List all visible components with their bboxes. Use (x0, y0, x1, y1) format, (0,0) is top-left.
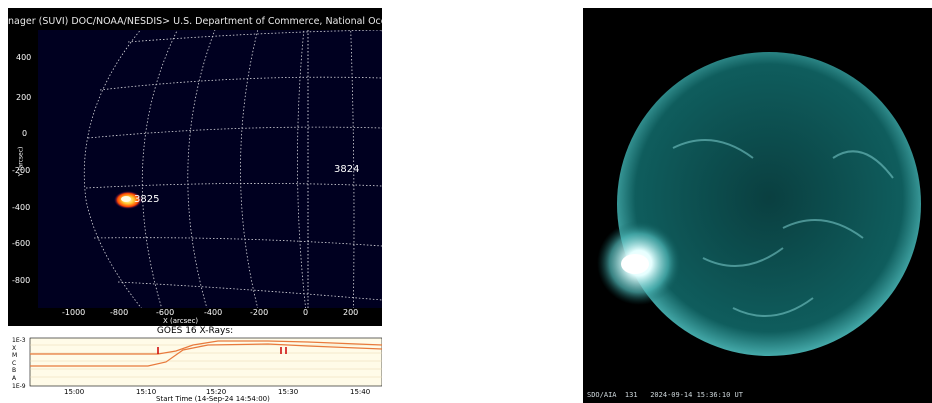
y-tick-label: -200 (12, 166, 31, 175)
goes-y-labels: 1E-3 X M C B A 1E-9 (12, 337, 26, 390)
x-tick-label: 0 (303, 308, 309, 317)
sdo-aia-image: SDO/AIA 131 2024-09-14 15:36:10 UT (583, 8, 932, 403)
x-tick-label: -400 (204, 308, 223, 317)
x-tick-label: -800 (110, 308, 129, 317)
y-tick-label: 200 (16, 93, 32, 102)
goes-plot-svg (29, 337, 382, 387)
x-tick-label: -200 (250, 308, 269, 317)
y-tick-label: -600 (12, 239, 31, 248)
x-tick-label: -1000 (62, 308, 86, 317)
flare-core (621, 254, 649, 274)
goes-x-tick: 15:20 (206, 388, 227, 396)
flare-core (121, 196, 131, 202)
y-tick-label: 400 (16, 53, 32, 62)
goes-x-tick: 15:10 (136, 388, 157, 396)
x-tick-label: -600 (156, 308, 175, 317)
x-tick-label: 200 (343, 308, 359, 317)
solar-disk-svg (597, 52, 921, 356)
goes-y-label: A (12, 374, 17, 382)
region-label-3825: 3825 (134, 194, 160, 205)
goes-short-channel-line (30, 343, 382, 367)
goes-start-time: Start Time (14-Sep-24 14:54:00) (156, 395, 270, 403)
goes-y-label: 1E-9 (12, 382, 26, 390)
sdo-caption: SDO/AIA 131 2024-09-14 15:36:10 UT (587, 391, 743, 399)
goes-y-label: X (12, 344, 17, 352)
goes-xray-panel: GOES 16 X-Rays: 1E-3 X M C B A 1E-9 15:0… (8, 326, 382, 403)
y-tick-label: -400 (12, 203, 31, 212)
suvi-header-text: nager (SUVI) DOC/NOAA/NESDIS> U.S. Depar… (8, 16, 382, 27)
goes-x-tick: 15:00 (64, 388, 85, 396)
y-tick-label: 0 (22, 129, 28, 138)
goes-title: GOES 16 X-Rays: (156, 326, 234, 336)
goes-x-tick: 15:30 (278, 388, 299, 396)
suvi-plot-area: 3825 3824 (38, 30, 382, 308)
goes-y-label: 1E-3 (12, 337, 26, 344)
region-label-3824: 3824 (334, 164, 360, 175)
goes-y-label: B (12, 367, 17, 375)
coronal-loops (672, 139, 894, 317)
x-axis-label: X (arcsec) (163, 317, 199, 325)
y-tick-label: -800 (12, 276, 31, 285)
goes-y-label: C (12, 359, 17, 367)
solar-disk (617, 52, 921, 356)
goes-long-channel-line (30, 340, 382, 355)
goes-x-tick: 15:40 (350, 388, 371, 396)
goes-y-label: M (12, 352, 18, 360)
suvi-grid-svg (83, 30, 382, 308)
y-axis-label: Y (arcsec) (17, 146, 25, 177)
suvi-image-panel: nager (SUVI) DOC/NOAA/NESDIS> U.S. Depar… (8, 8, 382, 326)
heliographic-grid (83, 30, 382, 308)
